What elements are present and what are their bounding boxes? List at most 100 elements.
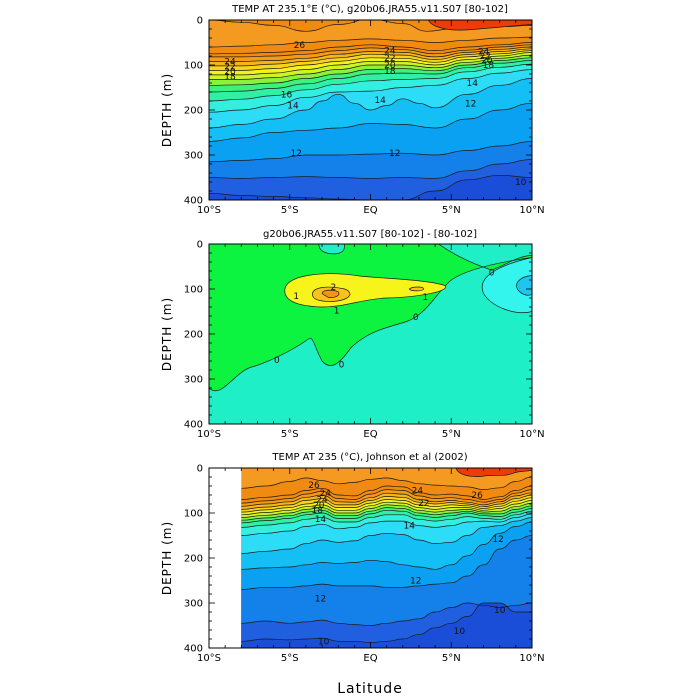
contour-line [241, 500, 533, 516]
contour-line [241, 476, 533, 490]
contour-label: 12 [465, 99, 476, 109]
contour-label: 2 [330, 283, 336, 293]
y-tick-label: 100 [184, 509, 203, 520]
y-tick-label: 300 [184, 375, 203, 386]
contour-line [209, 52, 532, 76]
contour-label: 14 [404, 522, 416, 532]
contour-line [241, 508, 533, 524]
contour-label: 18 [311, 506, 323, 516]
contour-line [241, 502, 533, 518]
contour-label: 12 [492, 535, 503, 545]
x-tick-label: 5°N [442, 653, 461, 664]
contour-label: 26 [471, 491, 483, 501]
contour-line [241, 517, 533, 554]
contour-lines [241, 476, 533, 643]
contour-label: 0 [413, 313, 419, 323]
contour-label: 22 [418, 499, 429, 509]
contour-label: 14 [315, 515, 327, 525]
contour-line [209, 57, 532, 86]
contour-label: 16 [281, 90, 293, 100]
contour-line [209, 69, 532, 113]
x-tick-label: EQ [363, 653, 377, 664]
contour-label: 12 [290, 149, 301, 159]
panel-title: TEMP AT 235 (°C), Johnson et al (2002) [271, 452, 467, 463]
contour-line [209, 46, 532, 62]
y-tick-label: 300 [184, 151, 203, 162]
contour-label: 14 [374, 96, 386, 106]
panel-title: TEMP AT 235.1°E (°C), g20b06.JRA55.v11.S… [231, 4, 508, 15]
contour-label: 20 [224, 67, 236, 77]
contour-line [241, 489, 533, 504]
contour-line [209, 159, 532, 179]
contour-line [209, 48, 532, 67]
contour-label: 12 [410, 577, 421, 587]
contour-label: 26 [308, 481, 320, 491]
contour-label: 1 [334, 307, 340, 317]
contour-band [408, 286, 425, 292]
contour-label: 18 [224, 72, 236, 82]
contour-label: 24 [478, 48, 490, 58]
y-axis-label: DEPTH (m) [160, 73, 174, 147]
contour-line [209, 54, 532, 80]
y-tick-label: 0 [197, 240, 203, 251]
contour-label: 22 [479, 52, 490, 62]
contour-label: 12 [389, 149, 400, 159]
x-tick-label: 5°S [281, 653, 299, 664]
y-tick-label: 400 [184, 420, 203, 431]
contour-label: 22 [384, 54, 395, 64]
contour-band [209, 175, 532, 200]
x-tick-label: 10°S [197, 653, 221, 664]
warm-pool-band [428, 19, 533, 31]
y-tick-label: 0 [197, 16, 203, 27]
contour-line [209, 78, 532, 129]
x-tick-label: 5°S [281, 429, 299, 440]
contour-line [241, 602, 532, 643]
contour-line [241, 497, 533, 513]
contour-line [241, 602, 533, 626]
contour-label: 26 [294, 41, 306, 51]
x-tick-label: 10°N [519, 205, 544, 216]
contour-line [209, 44, 532, 58]
y-tick-label: 100 [184, 285, 203, 296]
contour-line [241, 513, 533, 536]
y-tick-label: 400 [184, 644, 203, 655]
x-tick-label: 10°S [197, 429, 221, 440]
x-tick-label: 10°N [519, 429, 544, 440]
contour-line [209, 141, 532, 163]
y-tick-label: 400 [184, 196, 203, 207]
contour-fills [209, 244, 532, 424]
contour-line [209, 60, 532, 93]
contour-line [241, 510, 533, 528]
y-tick-label: 200 [184, 330, 203, 341]
contour-label: 0 [339, 361, 345, 371]
y-tick-label: 100 [184, 61, 203, 72]
panel-observed-temperature: TEMP AT 235 (°C), Johnson et al (2002) 1… [160, 452, 545, 664]
y-tick-label: 0 [197, 464, 203, 475]
contour-label: 24 [384, 47, 396, 57]
contour-line [209, 102, 532, 142]
y-axis-label: DEPTH (m) [160, 297, 174, 371]
x-axis-label: Latitude [337, 681, 403, 697]
contour-line [241, 535, 533, 590]
contour-line [241, 494, 533, 510]
y-tick-label: 300 [184, 599, 203, 610]
warm-pool-band [455, 467, 533, 477]
contour-label: 24 [320, 489, 332, 499]
contour-band [481, 257, 532, 313]
contour-label: 0 [274, 356, 280, 366]
x-tick-label: EQ [363, 429, 377, 440]
contour-line [241, 492, 533, 507]
contour-fills [241, 468, 533, 648]
contour-lines [209, 20, 532, 200]
contour-band [321, 289, 340, 298]
contour-label: 1 [423, 293, 429, 303]
x-tick-label: 10°S [197, 205, 221, 216]
y-tick-label: 200 [184, 554, 203, 565]
contour-label: 14 [287, 102, 299, 112]
contour-label: 22 [224, 62, 235, 72]
